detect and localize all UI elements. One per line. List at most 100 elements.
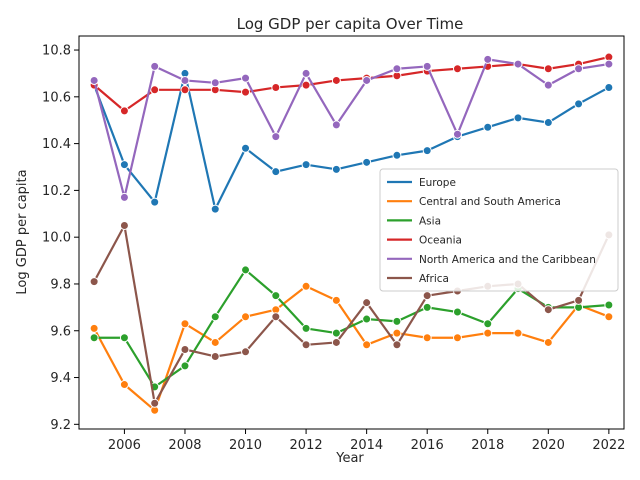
legend-box: [379, 168, 619, 292]
data-point: [241, 312, 251, 322]
data-point: [604, 59, 614, 69]
data-point: [331, 120, 341, 130]
legend: Europe Central and South America Asia Ocean…: [379, 168, 619, 292]
data-point: [543, 118, 553, 128]
data-point: [89, 277, 99, 287]
x-tick-label: 2006: [108, 438, 141, 453]
data-point: [89, 323, 99, 333]
data-point: [301, 281, 311, 291]
data-point: [452, 307, 462, 317]
data-point: [362, 314, 372, 324]
data-point: [483, 328, 493, 338]
data-point: [301, 80, 311, 90]
data-point: [604, 312, 614, 322]
data-point: [604, 300, 614, 310]
y-axis: 9.2 9.4 9.6 9.8 10.0 10.2 10.4 10.6 10.8: [42, 44, 79, 433]
data-point: [392, 316, 402, 326]
data-point: [241, 265, 251, 275]
data-point: [392, 328, 402, 338]
data-point: [422, 61, 432, 71]
x-tick-label: 2008: [168, 438, 201, 453]
data-point: [452, 129, 462, 139]
data-point: [271, 312, 281, 322]
plot-frame: [78, 35, 625, 430]
data-point: [513, 59, 523, 69]
series-north-america-and-the-caribbean: [89, 54, 614, 202]
y-axis-title: Log GDP per capita: [15, 169, 30, 294]
data-point: [89, 75, 99, 85]
y-tick-label: 10.8: [42, 44, 71, 59]
y-tick-label: 10.6: [42, 90, 71, 105]
series-line: [93, 268, 610, 388]
data-point: [241, 73, 251, 83]
x-tick-label: 2016: [411, 438, 444, 453]
data-point: [574, 295, 584, 305]
data-point: [574, 99, 584, 109]
series-line: [93, 72, 610, 211]
data-point: [271, 167, 281, 177]
data-point: [301, 340, 311, 350]
data-point: [452, 333, 462, 343]
data-point: [210, 337, 220, 347]
data-point: [150, 197, 160, 207]
legend-label: North America and the Caribbean: [419, 254, 596, 266]
data-point: [180, 319, 190, 329]
series-line: [93, 285, 610, 412]
data-point: [392, 150, 402, 160]
data-point: [483, 122, 493, 132]
data-point: [241, 87, 251, 97]
data-point: [331, 328, 341, 338]
x-tick-label: 2010: [229, 438, 262, 453]
data-point: [362, 157, 372, 167]
data-point: [331, 75, 341, 85]
data-point: [362, 298, 372, 308]
series-asia: [89, 265, 614, 392]
data-point: [271, 82, 281, 92]
data-point: [119, 192, 129, 202]
data-point: [119, 380, 129, 390]
data-point: [180, 75, 190, 85]
data-point: [543, 337, 553, 347]
y-tick-label: 9.6: [50, 324, 71, 339]
legend-label: Asia: [419, 215, 441, 227]
legend-label: Central and South America: [419, 196, 561, 208]
data-point: [150, 85, 160, 95]
data-point: [331, 337, 341, 347]
data-point: [513, 328, 523, 338]
y-tick-label: 10.0: [42, 231, 71, 246]
data-point: [180, 361, 190, 371]
series-central-and-south-america: [89, 281, 614, 415]
data-point: [543, 305, 553, 315]
y-tick-label: 10.4: [42, 137, 71, 152]
data-point: [241, 143, 251, 153]
data-point: [331, 164, 341, 174]
data-point: [392, 64, 402, 74]
y-tick-label: 10.2: [42, 184, 71, 199]
legend-label: Africa: [419, 273, 449, 285]
data-point: [422, 333, 432, 343]
data-point: [483, 319, 493, 329]
series-layer: [89, 52, 614, 415]
data-point: [392, 340, 402, 350]
data-point: [543, 64, 553, 74]
data-point: [180, 85, 190, 95]
data-point: [301, 68, 311, 78]
data-point: [180, 344, 190, 354]
data-point: [150, 61, 160, 71]
data-point: [422, 146, 432, 156]
legend-label: Europe: [419, 177, 456, 189]
data-point: [119, 160, 129, 170]
legend-label: Oceania: [419, 235, 462, 247]
x-tick-label: 2022: [592, 438, 625, 453]
data-point: [119, 333, 129, 343]
y-tick-label: 9.2: [50, 418, 71, 433]
data-point: [210, 351, 220, 361]
y-tick-label: 9.4: [50, 371, 71, 386]
data-point: [271, 291, 281, 301]
x-tick-label: 2020: [532, 438, 565, 453]
data-point: [210, 78, 220, 88]
series-line: [93, 55, 610, 112]
data-point: [301, 160, 311, 170]
data-point: [422, 291, 432, 301]
